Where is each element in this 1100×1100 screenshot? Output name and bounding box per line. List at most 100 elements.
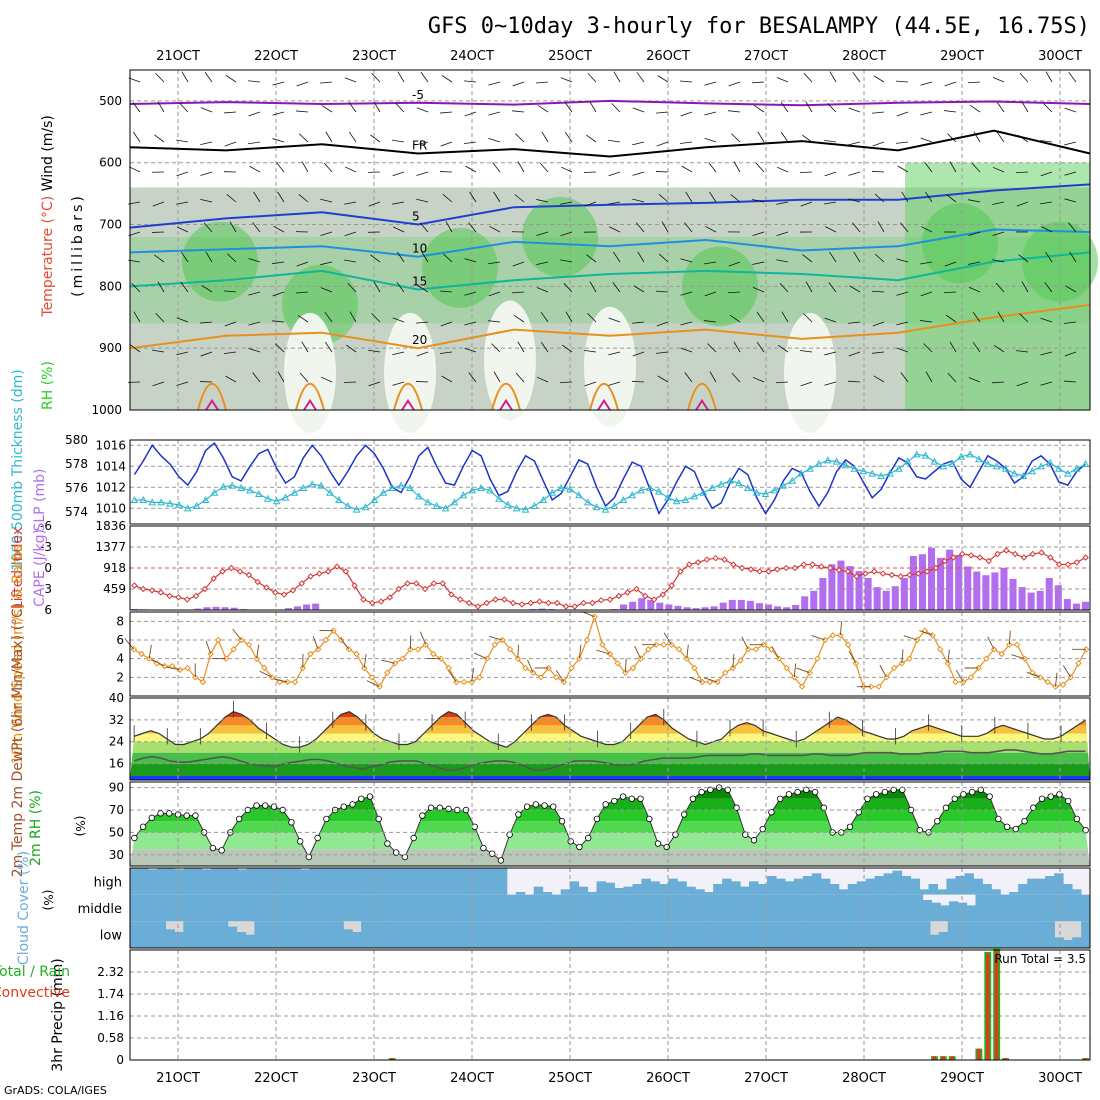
cloud-bar-low bbox=[325, 921, 335, 948]
thickness-marker bbox=[415, 492, 423, 500]
wind-barb bbox=[608, 171, 621, 177]
wind-barb bbox=[180, 251, 189, 263]
date-label-bottom: 27OCT bbox=[744, 1071, 788, 1086]
date-label-top: 25OCT bbox=[548, 49, 592, 64]
rh-marker bbox=[742, 831, 749, 838]
lifted-index-marker bbox=[448, 591, 455, 598]
cloud-bar-high bbox=[793, 878, 804, 895]
wind-speed-marker bbox=[629, 664, 637, 672]
cape-bar bbox=[819, 577, 827, 610]
lifted-index-axis-label: Lifted Index bbox=[10, 527, 26, 609]
cloud-bar-low bbox=[183, 921, 193, 948]
cloud-bar-high bbox=[273, 868, 284, 895]
wind-barb bbox=[416, 107, 429, 113]
cloud-bar-middle bbox=[385, 894, 395, 922]
wind-barb bbox=[154, 254, 165, 263]
cloud-bar-high bbox=[892, 870, 903, 895]
wind-barb bbox=[514, 194, 525, 203]
wind-barb-10m bbox=[771, 646, 780, 659]
wind-barb bbox=[872, 351, 885, 354]
wind-speed-marker bbox=[1006, 641, 1013, 648]
wind-barb-10m bbox=[1011, 654, 1025, 660]
wind-barb-10m bbox=[555, 670, 565, 683]
cloud-bar-high bbox=[417, 868, 427, 895]
thickness-marker bbox=[281, 493, 290, 501]
wind-barb bbox=[564, 131, 573, 143]
wind-barb bbox=[560, 231, 573, 237]
rh-marker bbox=[541, 802, 548, 809]
cloud-bar-middle bbox=[526, 894, 536, 922]
thickness-marker bbox=[1001, 464, 1010, 472]
wind-barb bbox=[609, 226, 621, 233]
wind-barb bbox=[704, 261, 717, 265]
wind-barb bbox=[608, 351, 621, 356]
cloud-bar-middle bbox=[896, 894, 906, 922]
cloud-bar-low bbox=[921, 921, 931, 948]
isotherm-FR bbox=[129, 129, 1091, 158]
cloud-bar-middle bbox=[905, 894, 915, 922]
thickness-marker bbox=[752, 488, 761, 496]
wind-speed-marker bbox=[1013, 641, 1021, 648]
wind-speed-marker bbox=[906, 655, 913, 662]
cloud-bar-low bbox=[254, 921, 264, 948]
wind-barb bbox=[631, 380, 645, 383]
wind-barb bbox=[416, 321, 429, 324]
lifted-index-marker bbox=[368, 599, 376, 607]
rh-marker bbox=[698, 788, 705, 796]
wind-barb-10m bbox=[741, 636, 749, 650]
lifted-index-marker bbox=[1055, 561, 1063, 568]
wind-barb-10m bbox=[796, 667, 810, 674]
cloud-bar-middle bbox=[649, 894, 659, 922]
precip-axis-label: 3hr Precip (mm) bbox=[50, 958, 66, 1071]
wind-barb bbox=[780, 101, 789, 113]
cloud-bar-high bbox=[946, 878, 956, 895]
cloud-bar-middle bbox=[438, 894, 448, 922]
precip-tick-label: 1.16 bbox=[97, 1009, 124, 1023]
wind-barb bbox=[512, 261, 525, 267]
cape-bar bbox=[221, 607, 229, 610]
pressure-frame bbox=[129, 69, 1091, 411]
rh-marker bbox=[759, 825, 766, 833]
thickness-marker bbox=[361, 503, 370, 511]
wind-speed-marker bbox=[138, 650, 145, 658]
cloud-bar-middle bbox=[1010, 894, 1021, 922]
cloud-bar-high bbox=[784, 881, 795, 895]
cloud-bar-middle bbox=[244, 894, 254, 922]
cloud-bar-middle bbox=[737, 894, 748, 922]
rh-marker bbox=[899, 786, 906, 794]
wind-tick-label: 2 bbox=[116, 670, 124, 684]
wind-speed-marker bbox=[1044, 678, 1051, 686]
wind-barb bbox=[1021, 281, 1029, 293]
wind-barb bbox=[896, 141, 909, 144]
wind-barb bbox=[539, 162, 549, 173]
rh-marker bbox=[672, 831, 679, 838]
wind-barb bbox=[1043, 103, 1053, 113]
wind-barb bbox=[704, 291, 717, 297]
cloud-bar-low bbox=[1001, 921, 1011, 948]
wind-speed-marker bbox=[414, 646, 422, 653]
wind-barb bbox=[464, 258, 477, 263]
cloud-bar-low bbox=[556, 921, 567, 948]
thickness-marker bbox=[788, 476, 797, 484]
thickness-marker bbox=[948, 459, 957, 467]
cape-bar bbox=[946, 549, 954, 610]
lifted-index-marker bbox=[245, 571, 253, 579]
wind-barb bbox=[491, 343, 501, 353]
temp-frame bbox=[129, 697, 1091, 781]
wind-barb bbox=[637, 251, 645, 263]
cloud-bar-low bbox=[334, 921, 344, 948]
cloud-bar-middle bbox=[764, 894, 774, 922]
wind-barb bbox=[680, 258, 693, 263]
date-label-bottom: 30OCT bbox=[1038, 1071, 1082, 1086]
cloud-bar-high bbox=[802, 876, 813, 895]
cape-bar bbox=[864, 577, 872, 610]
wind-barb bbox=[445, 221, 453, 233]
wind-barb bbox=[608, 381, 621, 386]
cape-bar bbox=[801, 596, 809, 610]
precip-convective-bar bbox=[932, 1056, 937, 1060]
wind-barb bbox=[608, 139, 621, 143]
wind-speed-marker bbox=[622, 669, 629, 676]
hot-lobe bbox=[401, 398, 415, 411]
wind-barb bbox=[752, 261, 765, 265]
wind-barb bbox=[348, 102, 357, 113]
